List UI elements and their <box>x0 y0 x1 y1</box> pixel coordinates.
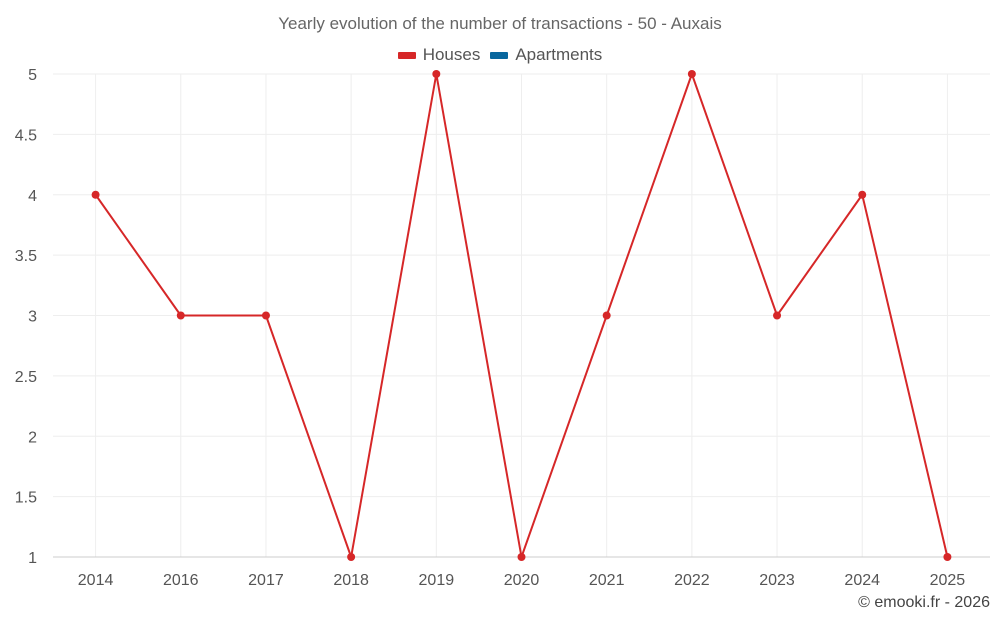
axes: 1 1.5 2 2.5 3 3.5 4 4.5 5 2014 2016 2017 2018 2019 202… <box>15 67 990 589</box>
data-point[interactable] <box>602 311 611 320</box>
grid <box>53 73 990 558</box>
x-tick-label: 2021 <box>589 572 625 589</box>
x-tick-label: 2016 <box>163 572 199 589</box>
x-tick-label: 2024 <box>844 572 880 589</box>
data-point[interactable] <box>687 70 696 78</box>
y-tick-label: 2 <box>28 429 37 446</box>
data-point[interactable] <box>432 70 441 78</box>
y-tick-label: 4 <box>28 188 37 205</box>
y-tick-label: 2.5 <box>15 369 37 386</box>
legend-swatch-houses <box>397 51 416 59</box>
x-tick-label: 2017 <box>248 572 284 589</box>
data-point[interactable] <box>858 190 867 199</box>
data-point[interactable] <box>943 553 952 561</box>
y-tick-label: 3.5 <box>15 248 37 265</box>
y-tick-label: 5 <box>28 67 37 84</box>
data-point[interactable] <box>773 311 782 320</box>
y-tick-label: 3 <box>28 309 37 326</box>
x-tick-label: 2025 <box>930 572 966 589</box>
data-point[interactable] <box>261 311 270 320</box>
x-tick-label: 2018 <box>333 572 369 589</box>
x-tick-label: 2020 <box>504 572 540 589</box>
y-tick-label: 1 <box>28 550 37 567</box>
legend: Houses Apartments <box>0 45 1000 65</box>
data-point[interactable] <box>347 553 356 561</box>
x-tick-label: 2019 <box>419 572 455 589</box>
series <box>91 70 952 561</box>
x-tick-label: 2023 <box>759 572 795 589</box>
data-point[interactable] <box>517 553 526 561</box>
x-tick-label: 2022 <box>674 572 710 589</box>
legend-item-apartments[interactable]: Apartments <box>490 45 602 65</box>
x-tick-label: 2014 <box>78 572 114 589</box>
legend-label-apartments: Apartments <box>515 45 603 64</box>
legend-item-houses[interactable]: Houses <box>397 45 481 65</box>
legend-swatch-apartments <box>490 51 509 59</box>
y-tick-label: 1.5 <box>15 490 37 507</box>
data-point[interactable] <box>91 190 100 199</box>
data-point[interactable] <box>176 311 185 320</box>
chart-title: Yearly evolution of the number of transa… <box>278 14 722 33</box>
y-tick-label: 4.5 <box>15 127 37 144</box>
legend-label-houses: Houses <box>422 45 481 64</box>
credit-text: © emooki.fr - 2026 <box>858 594 990 611</box>
